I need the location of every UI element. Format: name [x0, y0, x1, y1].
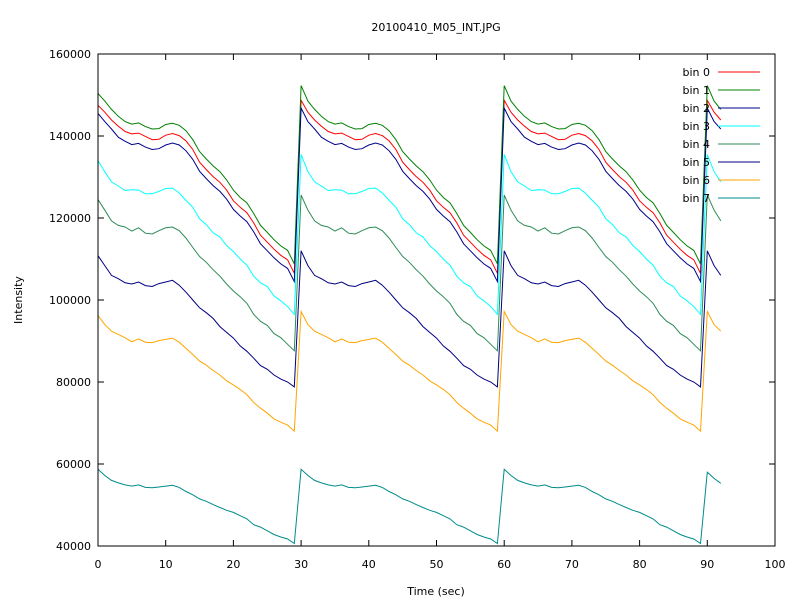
legend-label: bin 2	[682, 102, 710, 115]
x-axis-label: Time (sec)	[406, 585, 465, 598]
x-tick-label: 20	[226, 558, 240, 571]
x-tick-label: 90	[700, 558, 714, 571]
x-tick-label: 30	[294, 558, 308, 571]
x-tick-label: 100	[765, 558, 786, 571]
plot-frame	[97, 53, 776, 547]
series-line-bin-5	[97, 250, 722, 388]
series-line-bin-7	[97, 468, 722, 545]
x-axis: 0 10 20 30 40 50 60 70 80 90 100	[95, 54, 786, 571]
legend-label: bin 1	[682, 84, 710, 97]
y-tick-label: 140000	[49, 130, 91, 143]
legend: bin 0 bin 1 bin 2 bin 3 bin 4 bin 5 bin 6 bin 7	[682, 66, 760, 205]
x-tick-label: 50	[430, 558, 444, 571]
y-tick-label: 120000	[49, 212, 91, 225]
x-tick-label: 40	[362, 558, 376, 571]
plot-lines	[97, 85, 722, 545]
y-axis-label: Intensity	[12, 276, 25, 324]
series-line-bin-6	[97, 309, 722, 433]
y-tick-label: 80000	[56, 376, 91, 389]
chart-title: 20100410_M05_INT.JPG	[371, 21, 500, 34]
legend-label: bin 3	[682, 120, 710, 133]
x-tick-label: 10	[159, 558, 173, 571]
series-line-bin-2	[97, 106, 722, 284]
legend-label: bin 5	[682, 156, 710, 169]
legend-label: bin 6	[682, 174, 710, 187]
x-tick-label: 60	[497, 558, 511, 571]
series-line-bin-0	[97, 98, 722, 274]
x-tick-label: 80	[633, 558, 647, 571]
x-tick-label: 0	[95, 558, 102, 571]
y-tick-label: 40000	[56, 540, 91, 553]
legend-label: bin 7	[682, 192, 710, 205]
legend-label: bin 0	[682, 66, 710, 79]
legend-label: bin 4	[682, 138, 710, 151]
y-tick-label: 160000	[49, 48, 91, 61]
y-tick-label: 60000	[56, 458, 91, 471]
y-tick-label: 100000	[49, 294, 91, 307]
y-axis: 40000 60000 80000 100000 120000 140000 160000	[49, 48, 775, 553]
x-tick-label: 70	[565, 558, 579, 571]
series-line-bin-1	[97, 85, 722, 265]
series-line-bin-3	[97, 154, 722, 316]
series-line-bin-4	[97, 194, 722, 352]
